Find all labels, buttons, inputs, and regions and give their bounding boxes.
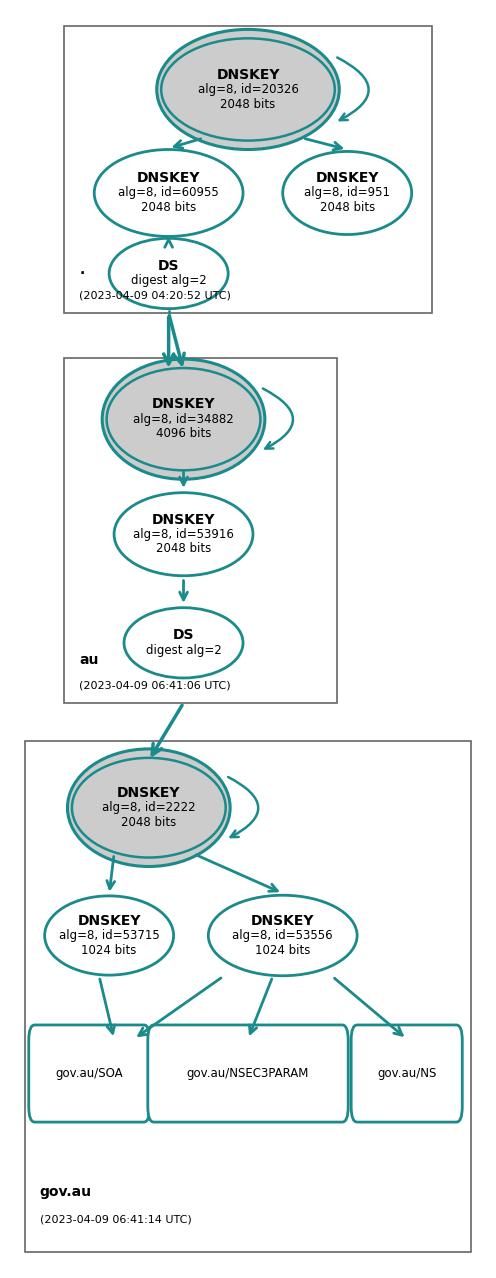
FancyBboxPatch shape [148, 1025, 348, 1122]
Ellipse shape [157, 29, 339, 150]
FancyArrowPatch shape [228, 777, 258, 837]
Ellipse shape [72, 758, 226, 858]
Text: 4096 bits: 4096 bits [156, 427, 211, 441]
FancyArrowPatch shape [337, 58, 369, 120]
Text: gov.au/NSEC3PARAM: gov.au/NSEC3PARAM [187, 1067, 309, 1080]
Text: (2023-04-09 04:20:52 UTC): (2023-04-09 04:20:52 UTC) [79, 290, 231, 300]
Text: 2048 bits: 2048 bits [141, 201, 196, 215]
Text: DNSKEY: DNSKEY [152, 397, 215, 412]
Text: DNSKEY: DNSKEY [77, 914, 141, 928]
Text: 2048 bits: 2048 bits [220, 97, 276, 111]
Text: gov.au/NS: gov.au/NS [377, 1067, 436, 1080]
Text: DNSKEY: DNSKEY [137, 171, 200, 185]
Text: alg=8, id=2222: alg=8, id=2222 [102, 801, 195, 814]
Text: alg=8, id=951: alg=8, id=951 [304, 187, 390, 199]
Text: DNSKEY: DNSKEY [315, 171, 379, 185]
Text: DNSKEY: DNSKEY [216, 68, 280, 82]
Text: DNSKEY: DNSKEY [117, 786, 181, 800]
Ellipse shape [114, 493, 253, 576]
Ellipse shape [67, 749, 230, 866]
Text: 2048 bits: 2048 bits [156, 542, 211, 556]
Text: DNSKEY: DNSKEY [251, 914, 314, 928]
Text: .: . [79, 263, 85, 277]
Text: DS: DS [158, 259, 180, 273]
Text: au: au [79, 653, 99, 667]
FancyBboxPatch shape [25, 741, 471, 1252]
Text: alg=8, id=20326: alg=8, id=20326 [197, 83, 299, 96]
Text: digest alg=2: digest alg=2 [146, 644, 221, 657]
Text: gov.au/SOA: gov.au/SOA [56, 1067, 123, 1080]
Ellipse shape [94, 150, 243, 236]
FancyArrowPatch shape [263, 389, 293, 449]
FancyBboxPatch shape [64, 358, 337, 703]
FancyBboxPatch shape [351, 1025, 462, 1122]
FancyBboxPatch shape [64, 26, 432, 313]
Text: gov.au: gov.au [40, 1185, 92, 1199]
Ellipse shape [124, 608, 243, 677]
Ellipse shape [109, 239, 228, 309]
Ellipse shape [208, 895, 357, 976]
Text: alg=8, id=34882: alg=8, id=34882 [133, 413, 234, 426]
Text: 1024 bits: 1024 bits [255, 943, 310, 957]
Ellipse shape [283, 152, 412, 235]
Text: DNSKEY: DNSKEY [152, 512, 215, 527]
Text: alg=8, id=53715: alg=8, id=53715 [59, 929, 160, 942]
Ellipse shape [102, 359, 265, 479]
Ellipse shape [45, 896, 174, 975]
Text: 1024 bits: 1024 bits [81, 943, 137, 957]
Text: 2048 bits: 2048 bits [319, 201, 375, 215]
Text: alg=8, id=53556: alg=8, id=53556 [233, 929, 333, 942]
Text: alg=8, id=53916: alg=8, id=53916 [133, 528, 234, 541]
Text: alg=8, id=60955: alg=8, id=60955 [118, 187, 219, 199]
Text: (2023-04-09 06:41:06 UTC): (2023-04-09 06:41:06 UTC) [79, 680, 231, 690]
FancyBboxPatch shape [29, 1025, 150, 1122]
Text: DS: DS [173, 629, 194, 643]
Text: (2023-04-09 06:41:14 UTC): (2023-04-09 06:41:14 UTC) [40, 1214, 191, 1224]
Ellipse shape [107, 368, 260, 470]
Text: 2048 bits: 2048 bits [121, 815, 177, 829]
Text: digest alg=2: digest alg=2 [131, 275, 206, 288]
Ellipse shape [161, 38, 335, 141]
